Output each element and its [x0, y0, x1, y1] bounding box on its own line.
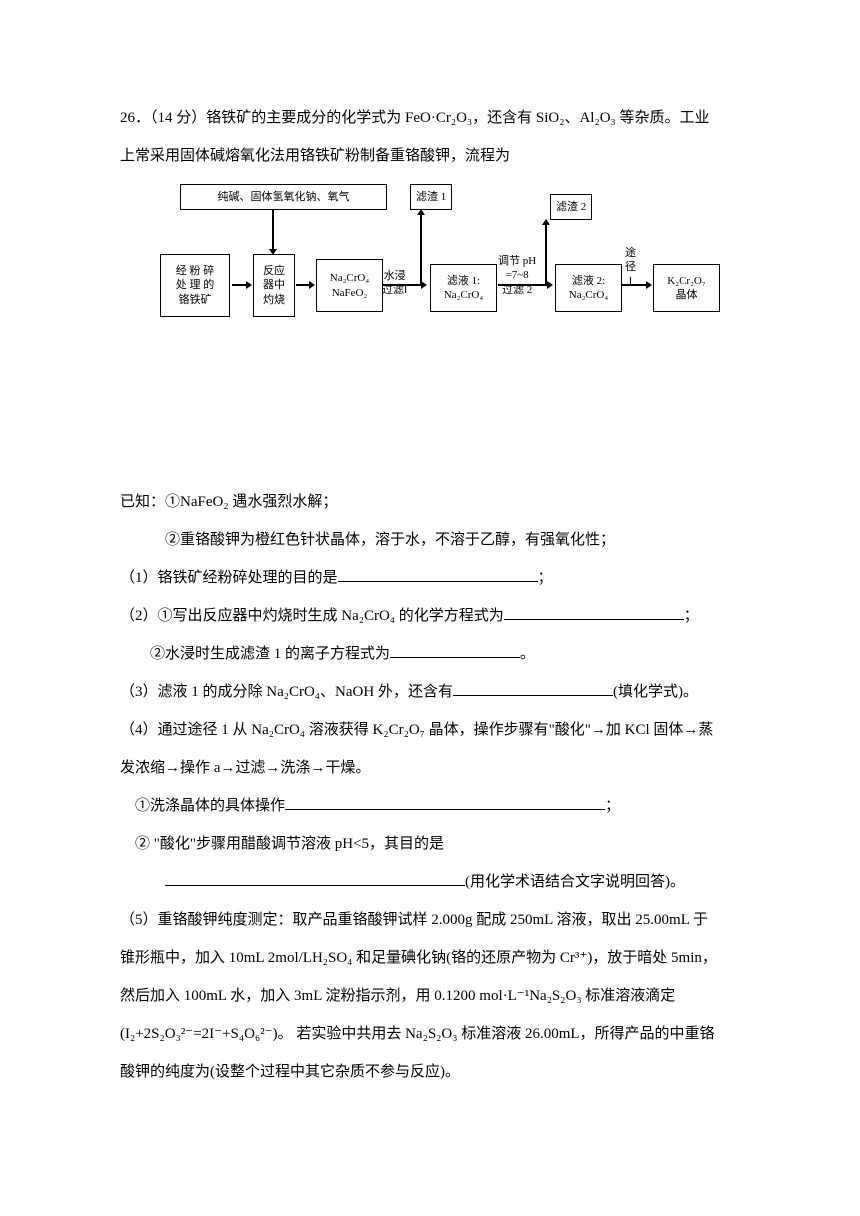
q2b-blank[interactable] — [390, 657, 520, 658]
arrow-icon — [232, 284, 247, 286]
document-page: 26．（14 分）铬铁矿的主要成分的化学式为 FeO·Cr₂O₃，还含有 SiO… — [0, 0, 860, 1152]
q1-blank[interactable] — [338, 581, 538, 582]
arrow-icon — [420, 214, 422, 284]
residue1-box: 滤渣 1 — [410, 184, 452, 210]
inputs-box: 纯碱、固体氢氧化钠、氧气 — [180, 184, 387, 210]
q4a: ①洗涤晶体的具体操作 ； — [120, 788, 760, 824]
q5-line1: （5）重铬酸钾纯度测定：取产品重铬酸钾试样 2.000g 配成 250mL 溶液… — [120, 902, 760, 938]
q5-line5: 酸钾的纯度为(设整个过程中其它杂质不参与反应)。 — [120, 1054, 760, 1090]
arrow-icon — [272, 210, 274, 250]
known-line1: 已知：①NaFeO₂ 遇水强烈水解； — [120, 484, 760, 520]
question-intro-1: 26．（14 分）铬铁矿的主要成分的化学式为 FeO·Cr₂O₃，还含有 SiO… — [120, 100, 760, 136]
products-box: Na₂CrO₄ NaFeO₂ — [316, 259, 383, 312]
q5-line4: (I₂+2S₂O₃²⁻=2I⁻+S₄O₆²⁻)。 若实验中共用去 Na₂S₂O₃… — [120, 1016, 760, 1052]
q4b-blank[interactable] — [165, 885, 465, 886]
q4-line1: （4）通过途径 1 从 Na₂CrO₄ 溶液获得 K₂Cr₂O₇ 晶体，操作步骤… — [120, 712, 760, 748]
reactor-box: 反应 器中 灼烧 — [253, 254, 295, 317]
arrow-icon — [545, 224, 547, 284]
question-number: 26． — [120, 110, 150, 126]
q3-blank[interactable] — [453, 695, 613, 696]
q1: （1）铬铁矿经粉碎处理的目的是 ； — [120, 560, 760, 596]
q5-line2: 锥形瓶中，加入 10mL 2mol/LH₂SO₄ 和足量碘化钠(铬的还原产物为 … — [120, 940, 760, 976]
q2a: （2）①写出反应器中灼烧时生成 Na₂CrO₄ 的化学方程式为 ； — [120, 598, 760, 634]
q4a-blank[interactable] — [285, 809, 605, 810]
q4-line2: 发浓缩→操作 a→过滤→洗涤→干燥。 — [120, 750, 760, 786]
q4a-prefix: ①洗涤晶体的具体操作 — [135, 798, 285, 814]
q2a-prefix: （2）①写出反应器中灼烧时生成 Na₂CrO₄ 的化学方程式为 — [120, 608, 504, 624]
residue2-box: 滤渣 2 — [550, 194, 592, 220]
route-label: 途 径 Ⅰ — [625, 246, 636, 289]
q4a-suffix: ； — [605, 798, 620, 814]
q4b-line2: (用化学术语结合文字说明回答)。 — [120, 864, 760, 900]
q2a-blank[interactable] — [504, 619, 684, 620]
known-label: 已知： — [120, 494, 165, 510]
q1-prefix: （1）铬铁矿经粉碎处理的目的是 — [120, 570, 338, 586]
q3-prefix: （3）滤液 1 的成分除 Na₂CrO₄、NaOH 外，还含有 — [120, 684, 453, 700]
final-product-box: K₂Cr₂O₇ 晶体 — [653, 264, 720, 312]
known1-text: ①NaFeO₂ 遇水强烈水解； — [165, 494, 337, 510]
q2b: ②水浸时生成滤渣 1 的离子方程式为 。 — [120, 636, 760, 672]
spacer — [120, 364, 760, 484]
q5-line3: 然后加入 100mL 水，加入 3mL 淀粉指示剂，用 0.1200 mol·L… — [120, 978, 760, 1014]
arrow-icon — [296, 284, 310, 286]
known-line2: ②重铬酸钾为橙红色针状晶体，溶于水，不溶于乙醇，有强氧化性； — [120, 522, 760, 558]
question-intro-2: 上常采用固体碱熔氧化法用铬铁矿粉制备重铬酸钾，流程为 — [120, 138, 760, 174]
q2a-suffix: ； — [684, 608, 699, 624]
arrow-icon — [498, 284, 548, 286]
q3: （3）滤液 1 的成分除 Na₂CrO₄、NaOH 外，还含有 (填化学式)。 — [120, 674, 760, 710]
question-points: （14 分） — [150, 110, 206, 126]
q4b-suffix: (用化学术语结合文字说明回答)。 — [465, 874, 685, 890]
arrow-icon — [382, 284, 422, 286]
q2b-prefix: ②水浸时生成滤渣 1 的离子方程式为 — [150, 646, 390, 662]
ore-box: 经 粉 碎 处 理 的 铬铁矿 — [160, 254, 230, 317]
filtrate1-box: 滤液 1: Na₂CrO₄ — [430, 264, 497, 312]
step2-label: 调节 pH =7~8 过滤 2 — [498, 254, 536, 297]
process-flowchart: 纯碱、固体氢氧化钠、氧气 滤渣 1 滤渣 2 经 粉 碎 处 理 的 铬铁矿 反… — [160, 184, 760, 334]
q2b-suffix: 。 — [520, 646, 535, 662]
q4b-line1: ② "酸化"步骤用醋酸调节溶液 pH<5，其目的是 — [120, 826, 760, 862]
q1-suffix: ； — [538, 570, 553, 586]
filtrate2-box: 滤液 2: Na₂CrO₄ — [555, 264, 622, 312]
arrow-icon — [622, 284, 647, 286]
q3-suffix: (填化学式)。 — [613, 684, 698, 700]
intro-text-1: 铬铁矿的主要成分的化学式为 FeO·Cr₂O₃，还含有 SiO₂、Al₂O₃ 等… — [206, 110, 709, 126]
